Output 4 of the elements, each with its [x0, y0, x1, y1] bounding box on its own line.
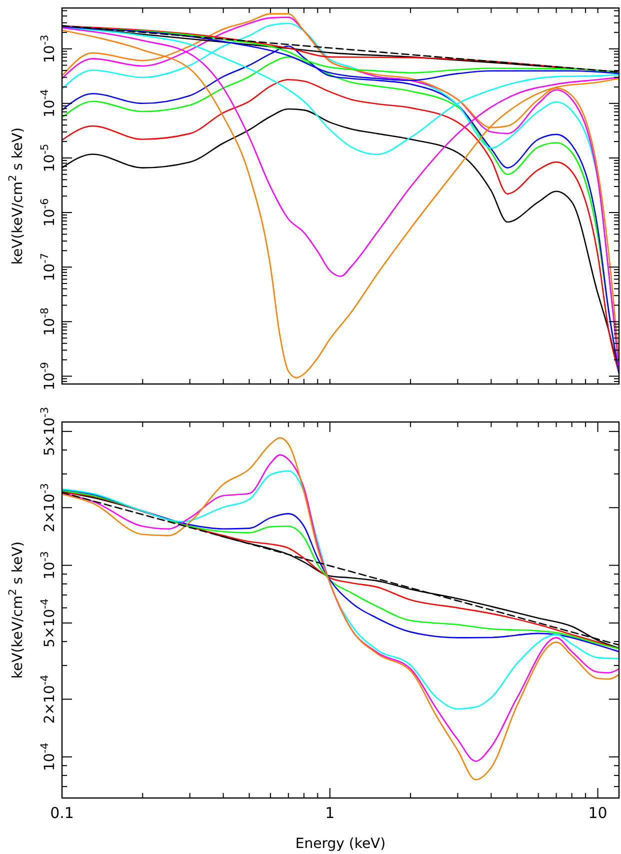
x-tick-label: 1 [325, 804, 335, 822]
x-tick-label: 0.1 [50, 804, 74, 822]
x-axis-title: Energy (keV) [295, 836, 386, 852]
x-tick-label: 10 [588, 804, 608, 822]
